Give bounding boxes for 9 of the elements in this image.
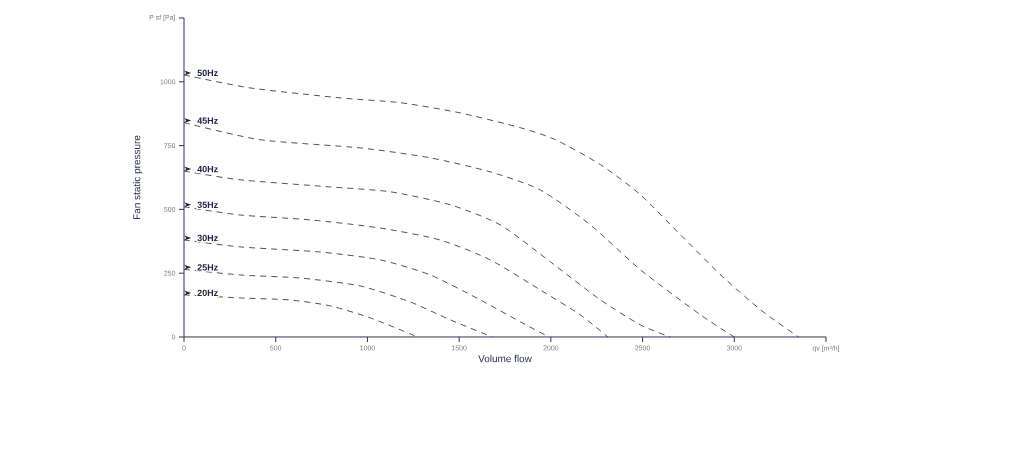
- legend-label: 30Hz: [197, 234, 218, 242]
- legend-label: 35Hz: [197, 201, 218, 209]
- legend-label: 25Hz: [197, 264, 218, 271]
- legend-label: 50Hz: [197, 69, 218, 77]
- legend-label: 20Hz: [197, 289, 218, 297]
- x-axis-title: Volume flow: [478, 354, 532, 363]
- legend-label: 45Hz: [197, 117, 218, 124]
- legend-label: 40Hz: [197, 165, 218, 173]
- y-axis-title: Fan static pressure: [133, 135, 143, 220]
